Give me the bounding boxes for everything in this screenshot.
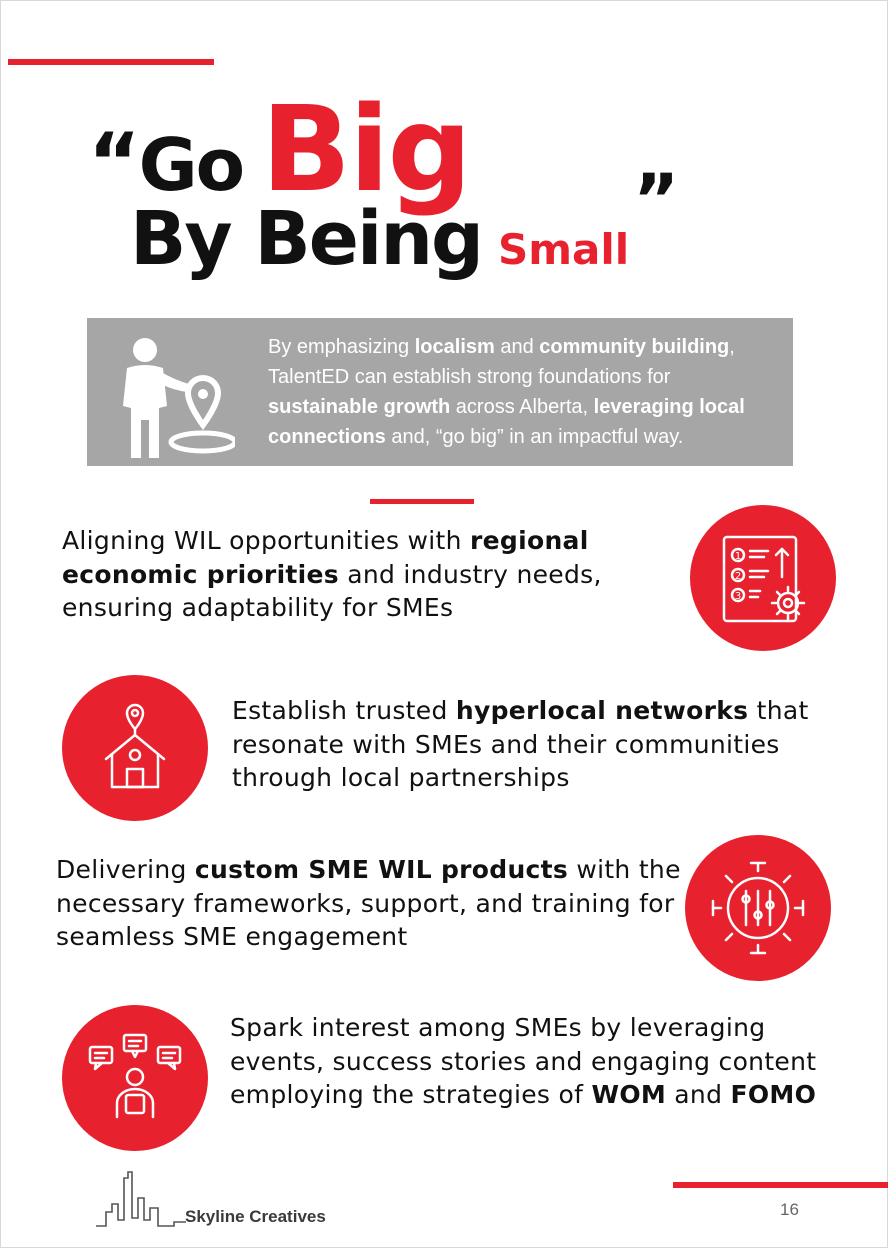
skyline-icon [96,1171,186,1227]
point-text-part: Aligning WIL opportunities with [62,526,471,555]
intro-text-part: , TalentED can establish strong foundati… [268,336,735,388]
point-1-circle: 1 2 3 [690,505,836,651]
point-text-part: Delivering [56,855,195,884]
intro-text-part: and, “go big” in an impactful way. [385,426,684,448]
title-line-1: “Go Big [88,80,472,218]
point-bold-fomo: FOMO [730,1080,817,1109]
point-3-text: Delivering custom SME WIL products with … [56,853,686,954]
svg-text:1: 1 [735,551,741,562]
title-close-quote: ” [633,159,679,241]
title-by-being: By Being [130,196,484,282]
footer-brand: Skyline Creatives [185,1207,326,1226]
point-4-circle [62,1005,208,1151]
bottom-accent-line [673,1182,888,1188]
person-location-pin-icon [123,338,235,458]
title-big: Big [261,80,472,218]
point-text-part: Spark interest among SMEs by leveraging … [230,1013,817,1109]
point-4-text: Spark interest among SMEs by leveraging … [230,1011,830,1112]
title-open-quote: “ [88,116,141,209]
person-speech-bubbles-icon [88,1033,182,1119]
intro-text: By emphasizing localism and community bu… [268,332,783,452]
title-small: Small [498,225,630,274]
intro-bold-localism: localism [414,336,495,358]
svg-text:3: 3 [735,591,741,602]
point-2-circle [62,675,208,821]
title-line-2: By Being Small” [130,159,679,296]
svg-text:2: 2 [735,571,741,582]
gear-sliders-icon [711,861,805,955]
intro-text-part: across Alberta, [450,396,594,418]
point-bold-wom: WOM [591,1080,667,1109]
point-bold: regional economic priorities [62,526,589,589]
point-text-part: and [666,1080,731,1109]
intro-text-part: By emphasizing [268,336,415,358]
point-text-part: and industry needs, ensuring adaptabilit… [62,559,602,623]
checklist-gear-icon: 1 2 3 [722,535,806,623]
point-bold: hyperlocal networks [455,696,749,725]
point-3-circle [685,835,831,981]
page-number: 16 [780,1200,799,1219]
point-1-text: Aligning WIL opportunities with regional… [62,524,672,625]
point-bold: custom SME WIL products [194,855,569,884]
intro-bold-leveraging: leveraging local connections [268,396,745,448]
house-location-pin-icon [104,703,166,789]
intro-bold-community: community building [539,336,730,358]
point-text-part: with the necessary frameworks, support, … [56,855,681,951]
section-divider [370,499,474,504]
intro-bold-growth: sustainable growth [268,396,451,418]
point-text-part: Establish trusted [232,696,456,725]
point-text-part: that resonate with SMEs and their commun… [232,696,809,792]
title-go: Go [138,123,246,207]
intro-text-part: and [494,336,540,358]
point-2-text: Establish trusted hyperlocal networks th… [232,694,832,795]
intro-box: By emphasizing localism and community bu… [87,318,793,466]
top-accent-line [8,59,214,65]
